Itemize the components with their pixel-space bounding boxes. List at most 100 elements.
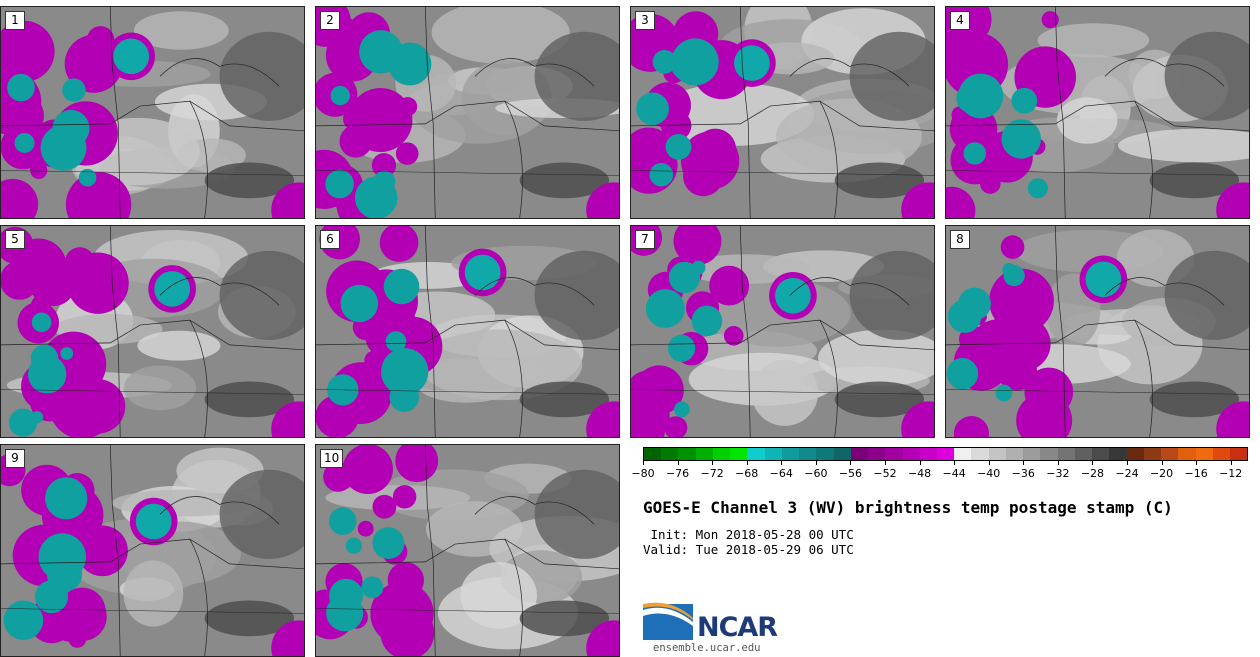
colorbar-segment [1092,448,1110,460]
colorbar-tick-label: −40 [977,467,1001,480]
colorbar-tick-label: −52 [873,467,897,480]
stamp-panel-9: 9 [0,444,305,657]
panel-label: 7 [635,230,655,249]
colorbar-segment [644,448,662,460]
colorbar-tick [850,461,852,465]
colorbar-segment [1229,448,1248,460]
colorbar-tick-label: −16 [1184,467,1208,480]
stamp-panel-2: 2 [315,6,620,219]
wv-imagery [946,226,1249,437]
wv-imagery [946,7,1249,218]
colorbar-segment [902,448,920,460]
colorbar-tick [815,461,817,465]
init-time: Init: Mon 2018-05-28 00 UTC [643,527,854,542]
colorbar-tick [1196,461,1198,465]
colorbar-tick [1161,461,1163,465]
colorbar-segment [1178,448,1196,460]
colorbar-segment [850,448,869,460]
colorbar-segment [1023,448,1041,460]
colorbar [643,447,1248,461]
colorbar-ticks: −80 −76 −72 −68 −64 −60 −56 −52 −48 −44 −40 −36 −32−… [631,461,1248,485]
colorbar-segment [1126,448,1144,460]
colorbar-tick [746,461,748,465]
colorbar-segment [1143,448,1162,460]
colorbar-segment [988,448,1006,460]
colorbar-segment [833,448,851,460]
stamp-panel-4: 4 [945,6,1250,219]
wv-imagery [1,7,304,218]
panel-label: 4 [950,11,970,30]
colorbar-tick [1023,461,1025,465]
panel-label: 10 [320,449,344,468]
wv-imagery [1,445,304,656]
colorbar-tick [919,461,921,465]
wv-imagery [316,445,619,656]
valid-time: Valid: Tue 2018-05-29 06 UTC [643,542,854,557]
colorbar-segment [919,448,937,460]
source-url: ensemble.ucar.edu [653,642,761,654]
colorbar-tick [1230,461,1232,465]
colorbar-tick [1057,461,1059,465]
wv-imagery [316,226,619,437]
panel-label: 6 [320,230,340,249]
colorbar-tick [781,461,783,465]
colorbar-segment [1195,448,1213,460]
colorbar-tick-label: −20 [1149,467,1174,480]
colorbar-segment [712,448,731,460]
figure-title: GOES-E Channel 3 (WV) brightness temp po… [643,498,1173,517]
colorbar-segment [730,448,748,460]
colorbar-tick [988,461,990,465]
wv-imagery [1,226,304,437]
panel-label: 8 [950,230,970,249]
colorbar-tick-label: −28 [1080,467,1105,480]
colorbar-segment [695,448,713,460]
colorbar-segment [678,448,696,460]
colorbar-tick-label: −12 [1219,467,1243,480]
stamp-panel-6: 6 [315,225,620,438]
colorbar-tick-label: −56 [838,467,863,480]
wv-imagery [316,7,619,218]
panel-label: 2 [320,11,340,30]
colorbar-tick-label: −76 [665,467,690,480]
stamp-panel-10: 10 [315,444,620,657]
stamp-panel-1: 1 [0,6,305,219]
colorbar-segment [868,448,886,460]
colorbar-segment [1161,448,1179,460]
stamp-panel-5: 5 [0,225,305,438]
panel-label: 9 [5,449,25,468]
colorbar-tick-label: −80 [631,467,655,480]
colorbar-segment [1109,448,1127,460]
colorbar-segment [936,448,955,460]
colorbar-tick [712,461,714,465]
colorbar-tick-label: −36 [1011,467,1035,480]
colorbar-tick-label: −68 [735,467,759,480]
colorbar-segment [885,448,903,460]
colorbar-segment [971,448,989,460]
stamp-panel-7: 7 [630,225,935,438]
stamp-panel-8: 8 [945,225,1250,438]
colorbar-tick-label: −24 [1115,467,1139,480]
colorbar-segment [1212,448,1230,460]
panel-label: 3 [635,11,655,30]
colorbar-segment [764,448,782,460]
colorbar-tick-label: −32 [1046,467,1070,480]
wv-imagery [631,226,934,437]
colorbar-tick [885,461,886,465]
colorbar-tick-label: −72 [700,467,724,480]
colorbar-tick-label: −48 [907,467,932,480]
logo-text: NCAR [697,612,778,643]
colorbar-tick [643,461,644,465]
panel-label: 5 [5,230,25,249]
ncar-logo-icon [643,602,693,640]
colorbar-tick-label: −44 [942,467,966,480]
colorbar-tick-label: −64 [769,467,793,480]
colorbar-segment [954,448,972,460]
colorbar-tick [1127,461,1128,465]
colorbar-segment [1074,448,1093,460]
colorbar-tick [954,461,956,465]
colorbar-segment [816,448,834,460]
panel-label: 1 [5,11,25,30]
colorbar-tick-label: −60 [804,467,828,480]
colorbar-tick [1092,461,1094,465]
colorbar-segment [1005,448,1024,460]
